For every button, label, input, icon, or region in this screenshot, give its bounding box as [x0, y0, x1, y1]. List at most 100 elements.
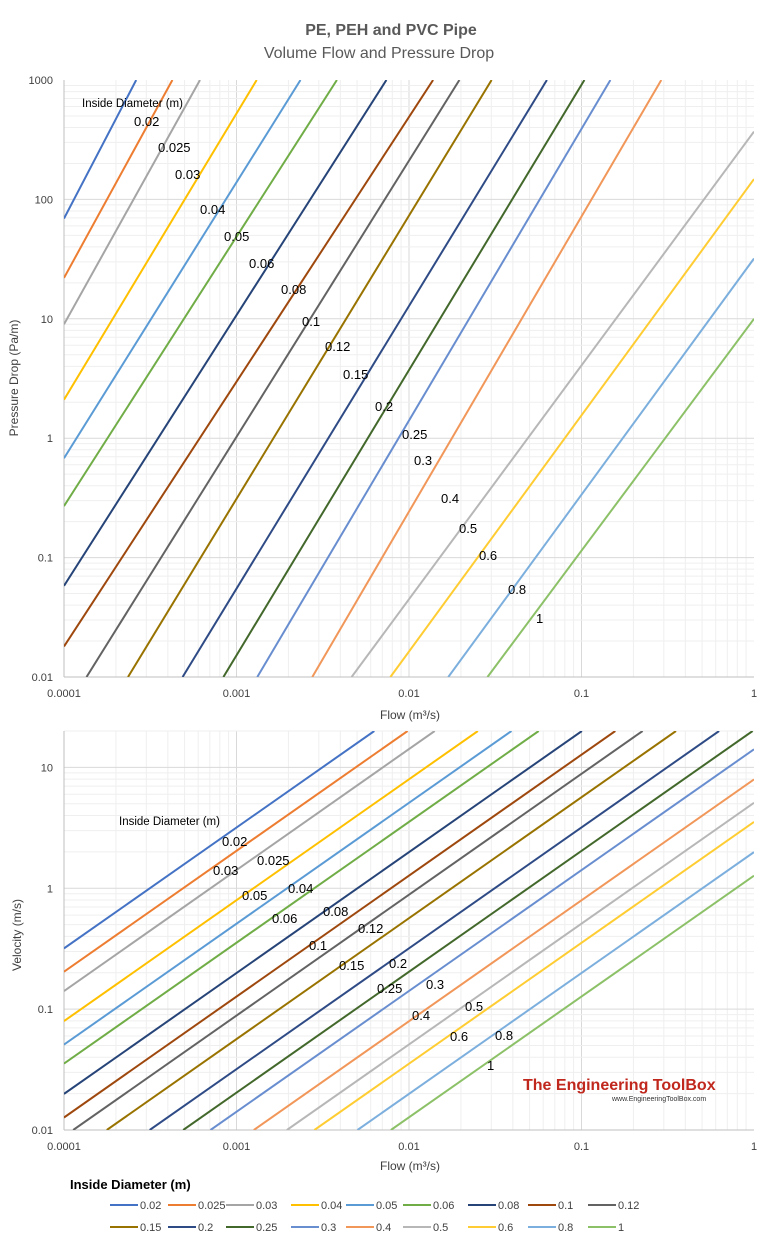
series-line-0-6 — [313, 821, 754, 1130]
series-line-0-3 — [209, 748, 754, 1130]
legend-item-0-4: 0.4 — [346, 1222, 391, 1234]
series-line-0-15 — [106, 731, 677, 1130]
diameter-label-0-15: 0.15 — [339, 958, 364, 973]
diameter-label-0-05: 0.05 — [242, 888, 267, 903]
series-line-0-2 — [181, 80, 548, 677]
legend-item-0-04: 0.04 — [291, 1200, 342, 1212]
legend-item-0-8: 0.8 — [528, 1222, 573, 1234]
series-line-0-25 — [222, 80, 586, 677]
series-line-0-05 — [64, 80, 302, 459]
diameter-label-0-5: 0.5 — [459, 521, 477, 536]
diameter-label-0-4: 0.4 — [412, 1008, 430, 1023]
series-line-0-02 — [64, 731, 375, 950]
x-tick-label: 0.001 — [223, 1141, 251, 1153]
series-line-0-2 — [149, 731, 720, 1130]
legend-label: 0.08 — [498, 1200, 519, 1212]
legend-item-0-25: 0.25 — [226, 1222, 277, 1234]
chart-subtitle: Volume Flow and Pressure Drop — [264, 45, 494, 62]
legend-label: 0.4 — [376, 1222, 391, 1234]
series-line-0-25 — [182, 731, 754, 1130]
series-line-0-025 — [64, 80, 174, 279]
watermark-url: www.EngineeringToolBox.com — [611, 1096, 706, 1103]
legend-item-0-02: 0.02 — [110, 1200, 161, 1212]
diameter-label-0-03: 0.03 — [213, 863, 238, 878]
pressure-series — [64, 80, 754, 677]
legend-label: 0.5 — [433, 1222, 448, 1234]
y-tick-label: 10 — [41, 314, 53, 326]
y-tick-label: 0.1 — [38, 1004, 53, 1016]
diameter-label-0-15: 0.15 — [343, 367, 368, 382]
diameter-label-0-3: 0.3 — [426, 977, 444, 992]
pressure-x-axis-label: Flow (m³/s) — [380, 708, 440, 722]
series-line-0-8 — [447, 257, 754, 677]
series-line-0-08 — [64, 80, 388, 587]
x-tick-label: 1 — [751, 688, 757, 700]
diameter-label-0-5: 0.5 — [465, 999, 483, 1014]
velocity-chart: 0.0001 0.001 0.01 0.1 1 0.01 0.1 1 10 0.02 0.025 0.… — [32, 730, 757, 1153]
legend-label: 0.025 — [198, 1200, 226, 1212]
y-tick-label: 0.01 — [32, 672, 53, 684]
legend-item-0-6: 0.6 — [468, 1222, 513, 1234]
diameter-label-0-06: 0.06 — [272, 911, 297, 926]
y-tick-label: 100 — [35, 194, 53, 206]
diameter-label-0-06: 0.06 — [249, 256, 274, 271]
y-tick-label: 10 — [41, 762, 53, 774]
legend-item-0-05: 0.05 — [346, 1200, 397, 1212]
series-line-0-08 — [64, 731, 583, 1095]
legend: 0.02 0.025 0.03 0.04 0.05 0.06 0.08 0.1 0.12 0.15… — [110, 1200, 639, 1234]
velocity-series — [64, 731, 754, 1130]
legend-label: 0.6 — [498, 1222, 513, 1234]
y-tick-label: 1 — [47, 883, 53, 895]
diameter-label-0-12: 0.12 — [358, 921, 383, 936]
legend-item-0-3: 0.3 — [291, 1222, 336, 1234]
diameter-label-0-2: 0.2 — [375, 399, 393, 414]
diameter-label-0-8: 0.8 — [495, 1028, 513, 1043]
legend-label: 0.2 — [198, 1222, 213, 1234]
velocity-x-axis-label: Flow (m³/s) — [380, 1159, 440, 1173]
diameter-label-0-6: 0.6 — [479, 548, 497, 563]
legend-label: 0.8 — [558, 1222, 573, 1234]
series-line-0-6 — [389, 178, 754, 677]
diameter-label-0-04: 0.04 — [288, 881, 313, 896]
series-line-0-03 — [64, 80, 201, 325]
diameter-label-1: 1 — [487, 1058, 494, 1073]
legend-label: 0.05 — [376, 1200, 397, 1212]
diameter-label-0-1: 0.1 — [309, 938, 327, 953]
x-tick-label: 0.01 — [398, 688, 419, 700]
diameter-label-0-6: 0.6 — [450, 1029, 468, 1044]
legend-label: 0.25 — [256, 1222, 277, 1234]
chart-title: PE, PEH and PVC Pipe — [305, 22, 477, 39]
series-line-1 — [390, 874, 754, 1130]
series-line-0-15 — [127, 80, 493, 677]
diameter-label-0-1: 0.1 — [302, 314, 320, 329]
series-line-0-1 — [64, 80, 434, 648]
x-tick-label: 0.0001 — [47, 1141, 81, 1153]
diameter-label-0-08: 0.08 — [323, 904, 348, 919]
diameter-label-0-025: 0.025 — [158, 140, 191, 155]
x-tick-label: 1 — [751, 1141, 757, 1153]
x-tick-label: 0.001 — [223, 688, 251, 700]
diameter-label-0-8: 0.8 — [508, 582, 526, 597]
velocity-annotation-title: Inside Diameter (m) — [119, 816, 220, 828]
series-line-0-8 — [356, 851, 754, 1130]
x-tick-label: 0.0001 — [47, 688, 81, 700]
series-line-0-3 — [256, 80, 612, 677]
diameter-label-0-08: 0.08 — [281, 282, 306, 297]
legend-item-0-15: 0.15 — [110, 1222, 161, 1234]
series-line-0-04 — [64, 80, 258, 401]
y-tick-label: 0.1 — [38, 553, 53, 565]
diameter-label-0-4: 0.4 — [441, 491, 459, 506]
pressure-grid — [63, 80, 754, 678]
diameter-label-0-25: 0.25 — [402, 427, 427, 442]
diameter-label-0-025: 0.025 — [257, 853, 290, 868]
legend-item-0-12: 0.12 — [588, 1200, 639, 1212]
legend-item-0-2: 0.2 — [168, 1222, 213, 1234]
pressure-y-axis-label: Pressure Drop (Pa/m) — [7, 320, 21, 437]
legend-title: Inside Diameter (m) — [70, 1177, 191, 1192]
x-tick-label: 0.01 — [398, 1141, 419, 1153]
diameter-label-1: 1 — [536, 611, 543, 626]
legend-label: 0.3 — [321, 1222, 336, 1234]
series-line-0-1 — [64, 731, 616, 1119]
diameter-label-0-02: 0.02 — [134, 114, 159, 129]
